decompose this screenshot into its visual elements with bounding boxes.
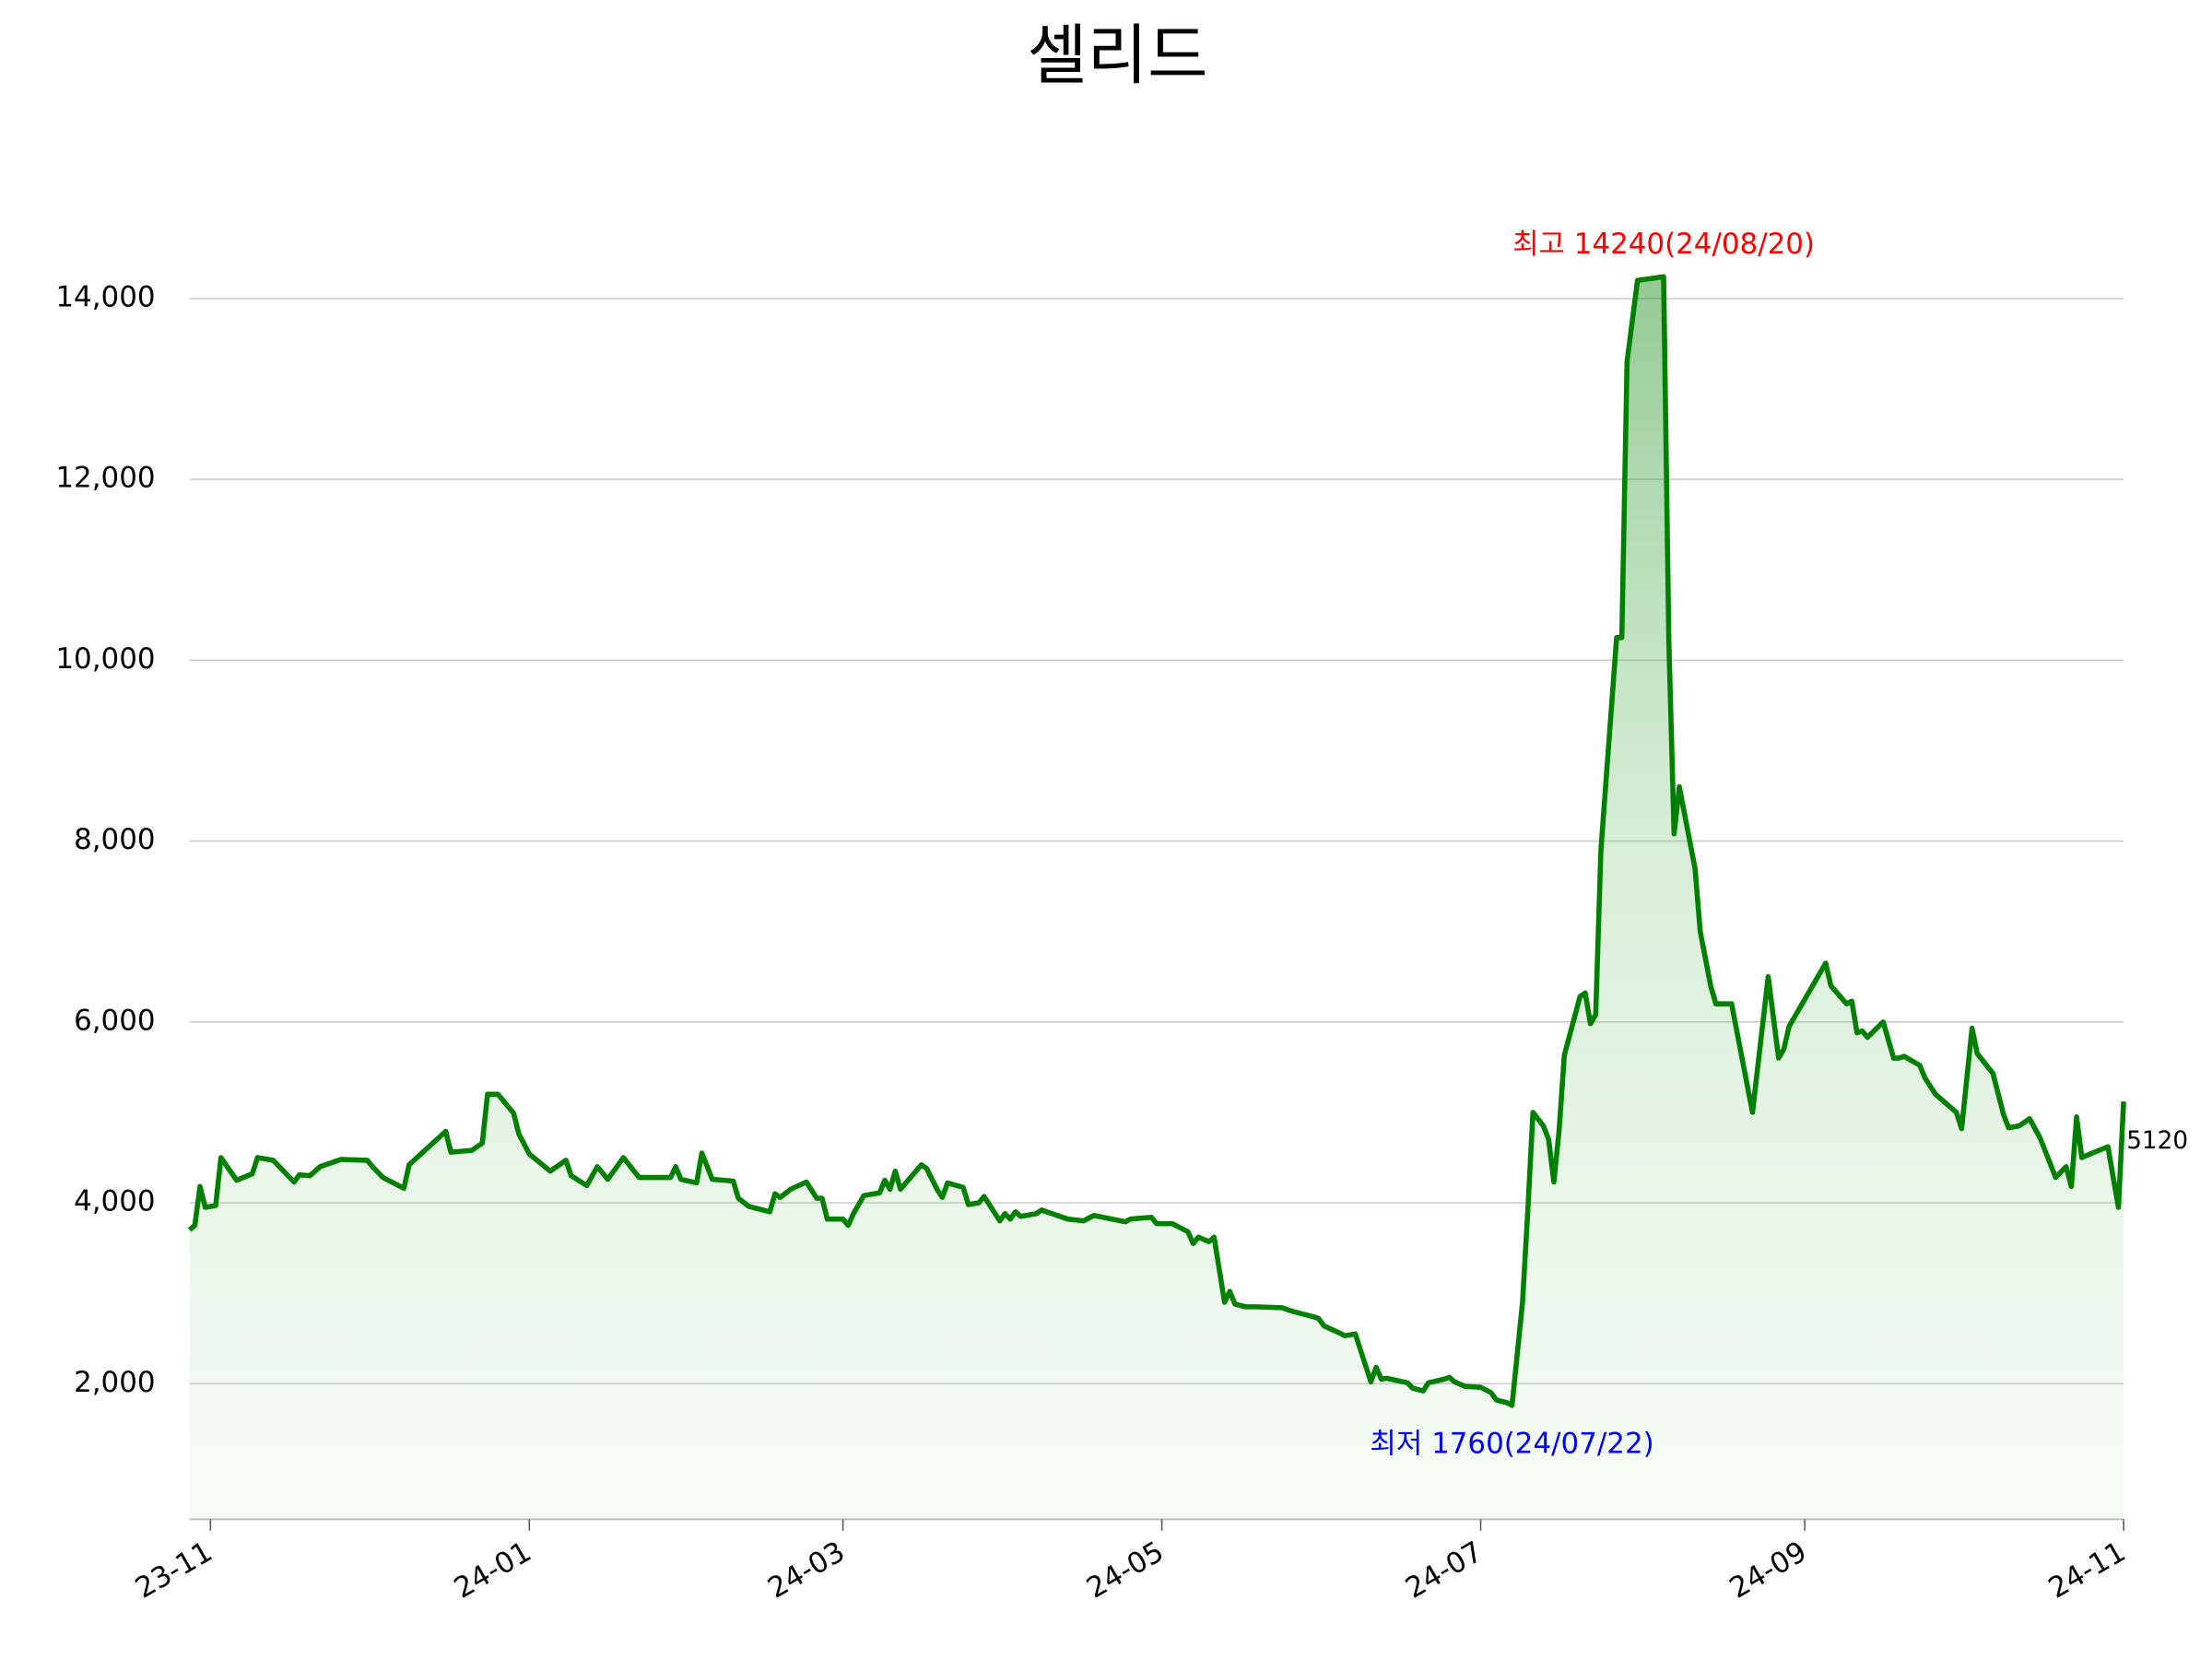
- x-tick-label: 24-11: [2043, 1535, 2132, 1606]
- x-tick-label: 24-01: [449, 1535, 537, 1606]
- annotation: 5120: [2126, 1127, 2188, 1155]
- y-tick-label: 6,000: [74, 1004, 155, 1037]
- x-tick-label: 24-09: [1724, 1535, 1813, 1606]
- chart-title: 셀리드: [1027, 17, 1207, 93]
- line: [187, 274, 2126, 1408]
- y-tick-label: 12,000: [55, 462, 155, 495]
- y-tick-label: 2,000: [74, 1366, 155, 1399]
- annotation: 최고 14240(24/08/20): [1512, 228, 1815, 261]
- annotation: 최저 1760(24/07/22): [1370, 1428, 1653, 1461]
- x-tick-label: 24-07: [1400, 1535, 1488, 1606]
- y-tick-label: 8,000: [74, 823, 155, 856]
- x-tick-label: 24-03: [762, 1535, 851, 1606]
- y-tick-label: 10,000: [55, 642, 155, 676]
- area: [189, 276, 2124, 1520]
- y-tick-label: 4,000: [74, 1185, 155, 1218]
- x-tick-label: 23-11: [130, 1535, 218, 1606]
- y-tick-label: 14,000: [55, 280, 155, 313]
- x-tick-label: 24-05: [1081, 1535, 1170, 1606]
